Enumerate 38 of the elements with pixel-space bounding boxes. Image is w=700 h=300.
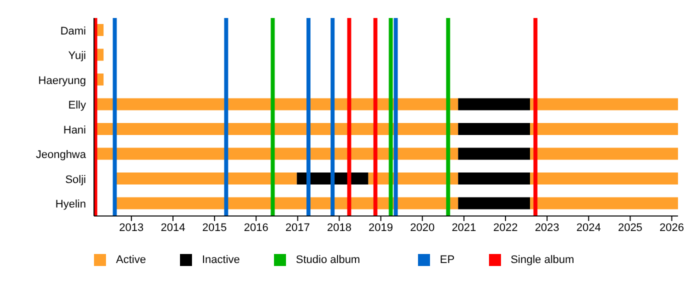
y-tick-label: Jeonghwa (36, 149, 87, 162)
bar (530, 148, 678, 160)
y-tick-label: Hyelin (55, 198, 86, 211)
x-tick-label: 2018 (326, 222, 352, 234)
bar (458, 172, 530, 184)
x-tick-label: 2014 (160, 222, 186, 234)
x-tick-label: 2016 (244, 222, 268, 234)
y-tick-label: Haeryung (38, 74, 86, 87)
legend-label: Single album (510, 254, 574, 266)
bar (458, 123, 530, 135)
bar (458, 148, 530, 160)
x-tick-label: 2025 (618, 222, 642, 234)
x-tick-label: 2023 (534, 222, 560, 234)
x-tick-label: 2017 (285, 222, 310, 234)
bar (530, 197, 678, 210)
bar (458, 98, 530, 110)
legend-label: Studio album (296, 254, 360, 266)
y-tick-label: Elly (68, 100, 86, 112)
bar (458, 197, 530, 210)
bar (530, 98, 678, 110)
legend-label: Active (116, 254, 146, 266)
y-tick-label: Dami (60, 25, 86, 38)
y-tick-label: Hani (63, 124, 86, 136)
x-tick-label: 2021 (452, 222, 476, 234)
x-tick-label: 2019 (368, 222, 394, 234)
bar (114, 172, 297, 184)
bar (530, 123, 678, 135)
x-tick-label: 2026 (660, 222, 684, 234)
y-tick-label: Solji (65, 174, 86, 186)
x-tick-label: 2022 (493, 222, 518, 234)
legend-label: EP (440, 254, 455, 266)
x-tick-label: 2024 (576, 222, 601, 234)
legend-label: Inactive (202, 254, 240, 266)
x-tick-label: 2020 (410, 222, 435, 234)
x-tick-label: 2015 (202, 222, 227, 234)
bar (530, 172, 678, 184)
y-tick-label: Yuji (68, 50, 86, 62)
x-tick-label: 2013 (119, 222, 144, 234)
